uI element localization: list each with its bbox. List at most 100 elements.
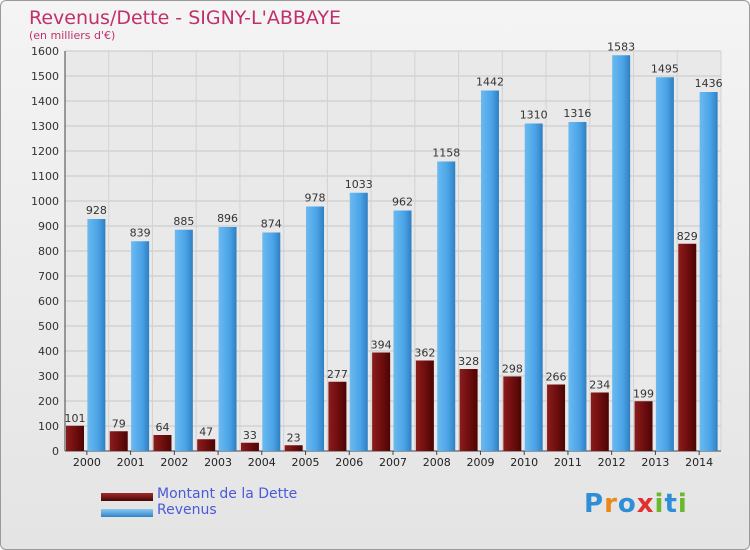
data-label-dette: 23 <box>287 431 301 444</box>
bar-dette <box>240 442 259 451</box>
y-tick-label: 1100 <box>31 170 59 183</box>
x-tick-label: 2010 <box>510 456 538 469</box>
bar-revenus <box>655 77 674 451</box>
y-tick-label: 0 <box>52 445 59 458</box>
data-label-dette: 199 <box>633 387 654 400</box>
bar-dette <box>372 352 391 451</box>
data-label-revenus: 1033 <box>345 178 373 191</box>
data-label-revenus: 885 <box>173 215 194 228</box>
y-tick-label: 300 <box>38 370 59 383</box>
data-label-dette: 33 <box>243 429 257 442</box>
data-label-dette: 234 <box>589 379 610 392</box>
y-tick-label: 600 <box>38 295 59 308</box>
bar-dette <box>547 384 566 451</box>
y-tick-label: 900 <box>38 220 59 233</box>
x-tick-label: 2003 <box>204 456 232 469</box>
data-label-revenus: 1583 <box>607 40 635 53</box>
bar-revenus <box>218 227 237 451</box>
legend-swatch-revenus <box>101 509 153 517</box>
legend-swatch-dette <box>101 493 153 501</box>
bar-revenus <box>262 232 281 451</box>
bar-revenus <box>306 206 325 451</box>
data-label-revenus: 839 <box>130 226 151 239</box>
bar-revenus <box>437 161 456 451</box>
bar-revenus <box>568 122 587 451</box>
x-tick-label: 2009 <box>466 456 494 469</box>
data-label-revenus: 1442 <box>476 76 504 89</box>
bar-dette <box>459 369 478 451</box>
y-tick-label: 1000 <box>31 195 59 208</box>
bar-revenus <box>524 123 543 451</box>
bar-dette <box>678 243 697 451</box>
x-tick-label: 2007 <box>379 456 407 469</box>
data-label-revenus: 1316 <box>563 107 591 120</box>
proxiti-logo: Proxiti <box>584 489 688 519</box>
y-tick-label: 1500 <box>31 70 59 83</box>
x-tick-label: 2001 <box>117 456 145 469</box>
data-label-dette: 362 <box>414 347 435 360</box>
data-label-dette: 277 <box>327 368 348 381</box>
data-label-revenus: 928 <box>86 204 107 217</box>
data-label-dette: 266 <box>546 371 567 384</box>
bar-dette <box>109 431 128 451</box>
data-label-revenus: 1310 <box>520 109 548 122</box>
bar-revenus <box>480 90 499 451</box>
data-label-dette: 79 <box>112 417 126 430</box>
data-label-dette: 829 <box>677 230 698 243</box>
chart-title: Revenus/Dette - SIGNY-L'ABBAYE <box>29 7 342 29</box>
data-label-dette: 298 <box>502 363 523 376</box>
y-tick-label: 500 <box>38 320 59 333</box>
bar-revenus <box>349 192 368 451</box>
data-label-dette: 328 <box>458 355 479 368</box>
legend-label-dette: Montant de la Dette <box>157 486 298 502</box>
y-tick-label: 100 <box>38 420 59 433</box>
data-label-dette: 101 <box>65 412 86 425</box>
x-tick-label: 2004 <box>248 456 276 469</box>
legend-label-revenus: Revenus <box>157 502 217 518</box>
bar-dette <box>197 439 216 451</box>
data-label-dette: 64 <box>155 421 169 434</box>
data-label-revenus: 962 <box>392 196 413 209</box>
bar-revenus <box>131 241 150 451</box>
x-tick-label: 2011 <box>554 456 582 469</box>
y-tick-label: 700 <box>38 270 59 283</box>
data-label-dette: 394 <box>371 339 392 352</box>
bar-revenus <box>174 229 193 451</box>
data-label-revenus: 1158 <box>432 147 460 160</box>
x-tick-label: 2013 <box>641 456 669 469</box>
bar-dette <box>328 381 347 451</box>
data-label-revenus: 896 <box>217 212 238 225</box>
bar-dette <box>66 425 84 451</box>
x-tick-label: 2005 <box>292 456 320 469</box>
y-tick-label: 800 <box>38 245 59 258</box>
y-tick-label: 1300 <box>31 120 59 133</box>
data-label-revenus: 874 <box>261 218 282 231</box>
bar-dette <box>634 401 653 451</box>
x-tick-label: 2006 <box>335 456 363 469</box>
bar-revenus <box>87 219 106 451</box>
bar-dette <box>284 445 303 451</box>
x-tick-label: 2014 <box>685 456 713 469</box>
chart-subtitle: (en milliers d'€) <box>29 29 116 42</box>
x-tick-label: 2000 <box>73 456 101 469</box>
bar-dette <box>153 435 172 451</box>
y-tick-label: 200 <box>38 395 59 408</box>
x-tick-label: 2002 <box>160 456 188 469</box>
data-label-revenus: 1495 <box>651 62 679 75</box>
bar-revenus <box>699 92 718 451</box>
bar-revenus <box>612 55 631 451</box>
y-tick-label: 1200 <box>31 145 59 158</box>
x-tick-label: 2008 <box>423 456 451 469</box>
data-label-revenus: 1436 <box>695 77 723 90</box>
bar-dette <box>590 392 609 451</box>
bar-dette <box>415 360 434 451</box>
bar-revenus <box>393 210 412 451</box>
y-tick-label: 1400 <box>31 95 59 108</box>
y-tick-label: 400 <box>38 345 59 358</box>
bar-dette <box>503 376 522 451</box>
data-label-revenus: 978 <box>305 192 326 205</box>
data-label-dette: 47 <box>199 425 213 438</box>
x-tick-label: 2012 <box>598 456 626 469</box>
